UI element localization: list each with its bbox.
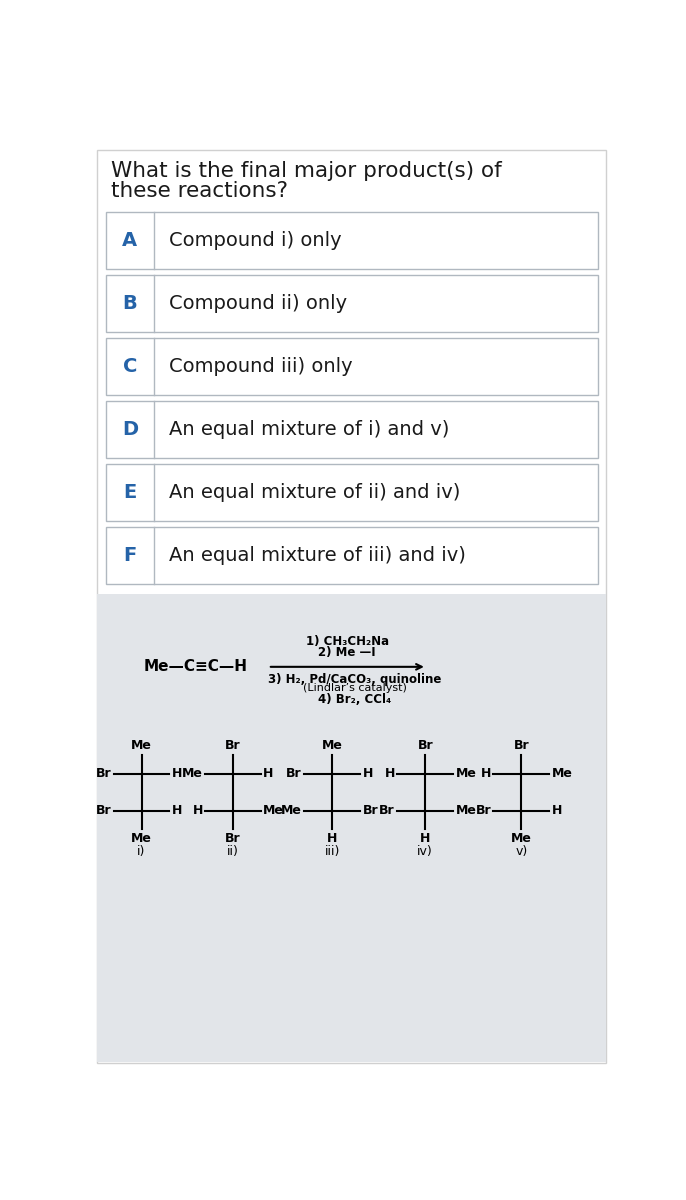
- Text: D: D: [122, 420, 138, 439]
- Bar: [106, 401, 598, 458]
- Text: E: E: [123, 484, 137, 503]
- Text: ii): ii): [227, 845, 239, 858]
- Text: iii): iii): [324, 845, 340, 858]
- Text: What is the final major product(s) of: What is the final major product(s) of: [110, 161, 501, 181]
- Text: Compound ii) only: Compound ii) only: [169, 294, 348, 313]
- Text: H: H: [385, 767, 395, 780]
- Text: Compound iii) only: Compound iii) only: [169, 358, 353, 376]
- Text: Br: Br: [225, 833, 241, 845]
- Text: Me: Me: [456, 804, 476, 817]
- Bar: [106, 275, 598, 332]
- Text: Br: Br: [225, 739, 241, 752]
- Text: Br: Br: [417, 739, 433, 752]
- Text: 2) Me —I: 2) Me —I: [318, 646, 376, 659]
- Text: i): i): [137, 845, 145, 858]
- Text: An equal mixture of ii) and iv): An equal mixture of ii) and iv): [169, 484, 461, 503]
- Bar: [106, 528, 598, 584]
- Text: Me: Me: [182, 767, 203, 780]
- Text: Br: Br: [514, 739, 529, 752]
- Text: C: C: [123, 358, 137, 376]
- Text: (Lindlar’s catalyst): (Lindlar’s catalyst): [303, 683, 407, 692]
- Text: Br: Br: [362, 804, 378, 817]
- Text: Br: Br: [96, 767, 111, 780]
- Text: Me: Me: [511, 833, 532, 845]
- Text: Me: Me: [131, 833, 152, 845]
- Text: H: H: [481, 767, 491, 780]
- Text: F: F: [123, 546, 137, 565]
- Text: Compound i) only: Compound i) only: [169, 230, 342, 250]
- Text: H: H: [362, 767, 372, 780]
- Text: Me: Me: [131, 739, 152, 752]
- Text: H: H: [552, 804, 562, 817]
- Text: Br: Br: [286, 767, 302, 780]
- Text: Br: Br: [475, 804, 491, 817]
- Text: Br: Br: [96, 804, 111, 817]
- Text: Me—C≡C—H: Me—C≡C—H: [144, 659, 248, 674]
- Text: A: A: [122, 230, 137, 250]
- Text: Me: Me: [456, 767, 476, 780]
- Text: H: H: [192, 804, 203, 817]
- Text: Me: Me: [263, 804, 284, 817]
- Bar: [97, 594, 606, 1062]
- Bar: [106, 464, 598, 521]
- Text: Me: Me: [281, 804, 302, 817]
- Text: these reactions?: these reactions?: [110, 181, 287, 200]
- Text: H: H: [327, 833, 338, 845]
- Text: H: H: [172, 767, 182, 780]
- Text: H: H: [420, 833, 430, 845]
- Text: v): v): [515, 845, 528, 858]
- Text: An equal mixture of iii) and iv): An equal mixture of iii) and iv): [169, 546, 466, 565]
- Text: H: H: [172, 804, 182, 817]
- Text: iv): iv): [417, 845, 433, 858]
- Text: 1) CH₃CH₂Na: 1) CH₃CH₂Na: [306, 635, 389, 648]
- Text: H: H: [263, 767, 274, 780]
- Text: Me: Me: [552, 767, 572, 780]
- Text: Br: Br: [379, 804, 395, 817]
- Bar: [106, 211, 598, 269]
- Text: 4) Br₂, CCl₄: 4) Br₂, CCl₄: [318, 694, 392, 706]
- Text: Me: Me: [322, 739, 342, 752]
- Text: 3) H₂, Pd/CaCO₃, quinoline: 3) H₂, Pd/CaCO₃, quinoline: [268, 673, 442, 686]
- Bar: [106, 338, 598, 395]
- Text: B: B: [123, 294, 137, 313]
- Text: An equal mixture of i) and v): An equal mixture of i) and v): [169, 420, 450, 439]
